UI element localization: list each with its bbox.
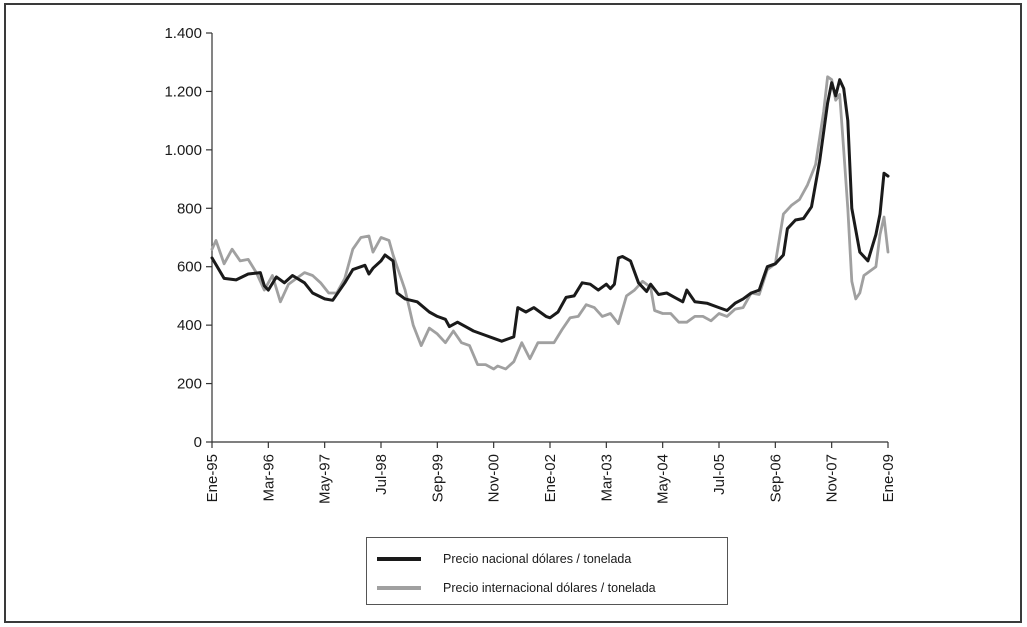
chart-frame [4, 3, 1022, 623]
x-tick-label: Mar-96 [260, 454, 277, 502]
x-tick-label: Ene-02 [542, 454, 559, 502]
y-tick-label: 800 [177, 200, 202, 217]
y-tick-label: 200 [177, 376, 202, 393]
x-tick-label: May-97 [317, 454, 334, 504]
legend-swatch-international [377, 586, 421, 590]
x-tick-label: Mar-03 [598, 454, 615, 502]
series-line-international [210, 75, 890, 371]
x-tick-label: Jul-98 [373, 454, 390, 495]
x-tick-label: Nov-00 [486, 454, 503, 502]
y-tick-label: 1.000 [164, 142, 202, 159]
legend-item-international: Precio internacional dólares / tonelada [377, 581, 656, 595]
legend-label-national: Precio nacional dólares / tonelada [443, 552, 632, 566]
x-tick-label: Ene-95 [204, 454, 221, 502]
series-layer [210, 75, 890, 371]
x-tick-label: May-04 [655, 454, 672, 504]
x-tick-label: Nov-07 [824, 454, 841, 502]
series-line-national [210, 78, 890, 343]
axes: 0 200 400 600 800 1.000 1.200 1.400 Ene-95 Mar-96… [164, 25, 897, 504]
y-tick-label: 1.400 [164, 25, 202, 42]
y-tick-label: 400 [177, 317, 202, 334]
x-tick-label: Ene-09 [880, 454, 897, 502]
legend-item-national: Precio nacional dólares / tonelada [377, 552, 631, 566]
legend: Precio nacional dólares / tonelada Preci… [366, 537, 728, 605]
x-tick-label: Sep-99 [429, 454, 446, 502]
x-tick-label: Sep-06 [767, 454, 784, 502]
y-tick-label: 0 [194, 434, 202, 451]
x-tick-label: Jul-05 [711, 454, 728, 495]
legend-label-international: Precio internacional dólares / tonelada [443, 581, 656, 595]
y-tick-label: 600 [177, 259, 202, 276]
legend-swatch-national [377, 557, 421, 561]
y-tick-label: 1.200 [164, 83, 202, 100]
